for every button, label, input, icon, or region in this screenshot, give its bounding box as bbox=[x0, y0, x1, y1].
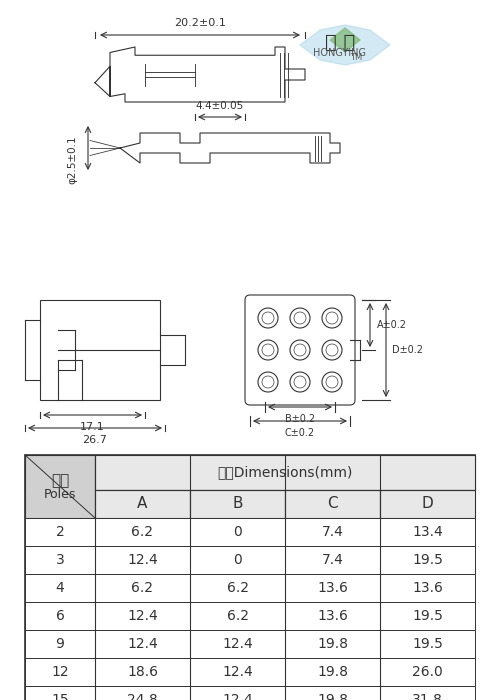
Polygon shape bbox=[330, 28, 360, 52]
Bar bbox=[190, 490, 285, 518]
Text: 3: 3 bbox=[56, 553, 64, 567]
Text: 13.6: 13.6 bbox=[317, 581, 348, 595]
Bar bbox=[25, 546, 475, 574]
Text: 31.8: 31.8 bbox=[412, 693, 443, 700]
Text: 17.1: 17.1 bbox=[80, 422, 104, 432]
Polygon shape bbox=[300, 25, 390, 65]
Bar bbox=[25, 574, 475, 602]
Text: 12.4: 12.4 bbox=[127, 637, 158, 651]
Text: 13.6: 13.6 bbox=[412, 581, 443, 595]
Text: Poles: Poles bbox=[44, 488, 76, 501]
Text: 线数: 线数 bbox=[51, 473, 69, 488]
Text: 12.4: 12.4 bbox=[222, 637, 253, 651]
Text: A±0.2: A±0.2 bbox=[377, 320, 407, 330]
Bar bbox=[25, 455, 95, 518]
Text: D: D bbox=[422, 496, 434, 512]
Text: HONGYING: HONGYING bbox=[314, 48, 366, 58]
Text: 19.8: 19.8 bbox=[317, 665, 348, 679]
Text: 13.4: 13.4 bbox=[412, 525, 443, 539]
Text: 20.2±0.1: 20.2±0.1 bbox=[174, 18, 226, 28]
Text: C: C bbox=[327, 496, 338, 512]
Bar bbox=[380, 490, 475, 518]
Bar bbox=[25, 518, 475, 546]
Text: 19.5: 19.5 bbox=[412, 637, 443, 651]
Bar bbox=[285, 490, 380, 518]
Text: 15: 15 bbox=[51, 693, 69, 700]
Bar bbox=[95, 490, 190, 518]
Text: 9: 9 bbox=[56, 637, 64, 651]
Text: 6.2: 6.2 bbox=[132, 525, 154, 539]
Text: φ2.5±0.1: φ2.5±0.1 bbox=[67, 136, 77, 184]
Bar bbox=[25, 455, 475, 490]
Text: 19.5: 19.5 bbox=[412, 609, 443, 623]
Text: 26.7: 26.7 bbox=[82, 435, 108, 445]
Text: 7.4: 7.4 bbox=[322, 553, 344, 567]
Text: TM: TM bbox=[350, 52, 362, 62]
Bar bbox=[95, 455, 475, 490]
Text: A: A bbox=[138, 496, 147, 512]
Text: C±0.2: C±0.2 bbox=[285, 428, 315, 438]
Text: 7.4: 7.4 bbox=[322, 525, 344, 539]
Text: D±0.2: D±0.2 bbox=[392, 345, 423, 355]
Text: 0: 0 bbox=[233, 553, 242, 567]
Text: B: B bbox=[232, 496, 243, 512]
Text: 19.5: 19.5 bbox=[412, 553, 443, 567]
Text: 6.2: 6.2 bbox=[226, 581, 248, 595]
Bar bbox=[25, 658, 475, 686]
Text: B±0.2: B±0.2 bbox=[285, 414, 315, 424]
Text: 12.4: 12.4 bbox=[127, 609, 158, 623]
Text: 6: 6 bbox=[56, 609, 64, 623]
Text: 4.4±0.05: 4.4±0.05 bbox=[196, 101, 244, 111]
Text: 24.8: 24.8 bbox=[127, 693, 158, 700]
Text: 19.8: 19.8 bbox=[317, 693, 348, 700]
Text: 12: 12 bbox=[51, 665, 69, 679]
Text: 12.4: 12.4 bbox=[222, 665, 253, 679]
Text: 13.6: 13.6 bbox=[317, 609, 348, 623]
Text: 6.2: 6.2 bbox=[226, 609, 248, 623]
Text: 6.2: 6.2 bbox=[132, 581, 154, 595]
Text: 尺寸Dimensions(mm): 尺寸Dimensions(mm) bbox=[218, 466, 352, 480]
Text: 4: 4 bbox=[56, 581, 64, 595]
Text: 18.6: 18.6 bbox=[127, 665, 158, 679]
Bar bbox=[40, 300, 160, 400]
Text: 19.8: 19.8 bbox=[317, 637, 348, 651]
Bar bbox=[25, 455, 475, 700]
Bar bbox=[25, 630, 475, 658]
Text: 2: 2 bbox=[56, 525, 64, 539]
Text: 12.4: 12.4 bbox=[222, 693, 253, 700]
Bar bbox=[25, 602, 475, 630]
Text: 12.4: 12.4 bbox=[127, 553, 158, 567]
Bar bbox=[25, 686, 475, 700]
Text: 0: 0 bbox=[233, 525, 242, 539]
Text: 26.0: 26.0 bbox=[412, 665, 443, 679]
Text: 鸿 赢: 鸿 赢 bbox=[325, 32, 355, 52]
